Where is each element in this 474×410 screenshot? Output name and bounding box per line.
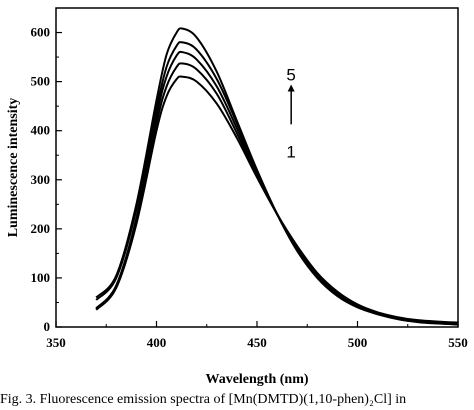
series-layer: [95, 27, 459, 326]
x-tick-label: 550: [448, 335, 468, 350]
x-axis-ticks: 350 400 450 500 550: [46, 321, 468, 350]
x-tick-label: 400: [147, 335, 167, 350]
figure-caption: Fig. 3. Fluorescence emission spectra of…: [0, 392, 407, 407]
annotation-layer: 51: [286, 65, 295, 161]
y-tick-label: 500: [31, 74, 51, 89]
y-tick-label: 600: [31, 25, 51, 40]
curve-order-label: 1: [286, 142, 295, 161]
x-tick-label: 500: [348, 335, 368, 350]
y-axis-title: Luminescence intensity: [6, 98, 21, 238]
y-tick-label: 200: [31, 221, 51, 236]
series-line-4: [95, 41, 459, 326]
y-tick-label: 300: [31, 172, 51, 187]
series-line-5: [95, 27, 459, 326]
y-tick-label: 100: [31, 270, 51, 285]
x-axis-title: Wavelength (nm): [205, 372, 308, 387]
series-line-1: [95, 75, 459, 324]
x-tick-label: 450: [247, 335, 267, 350]
x-tick-label: 350: [46, 335, 66, 350]
y-tick-label: 400: [31, 123, 51, 138]
curve-order-label: 5: [286, 65, 295, 84]
y-axis-ticks: 0 100 200 300 400 500 600: [31, 25, 62, 334]
series-line-3: [95, 50, 459, 325]
y-tick-label: 0: [44, 319, 51, 334]
arrow-head-icon: [287, 84, 295, 92]
series-line-2: [95, 62, 459, 325]
